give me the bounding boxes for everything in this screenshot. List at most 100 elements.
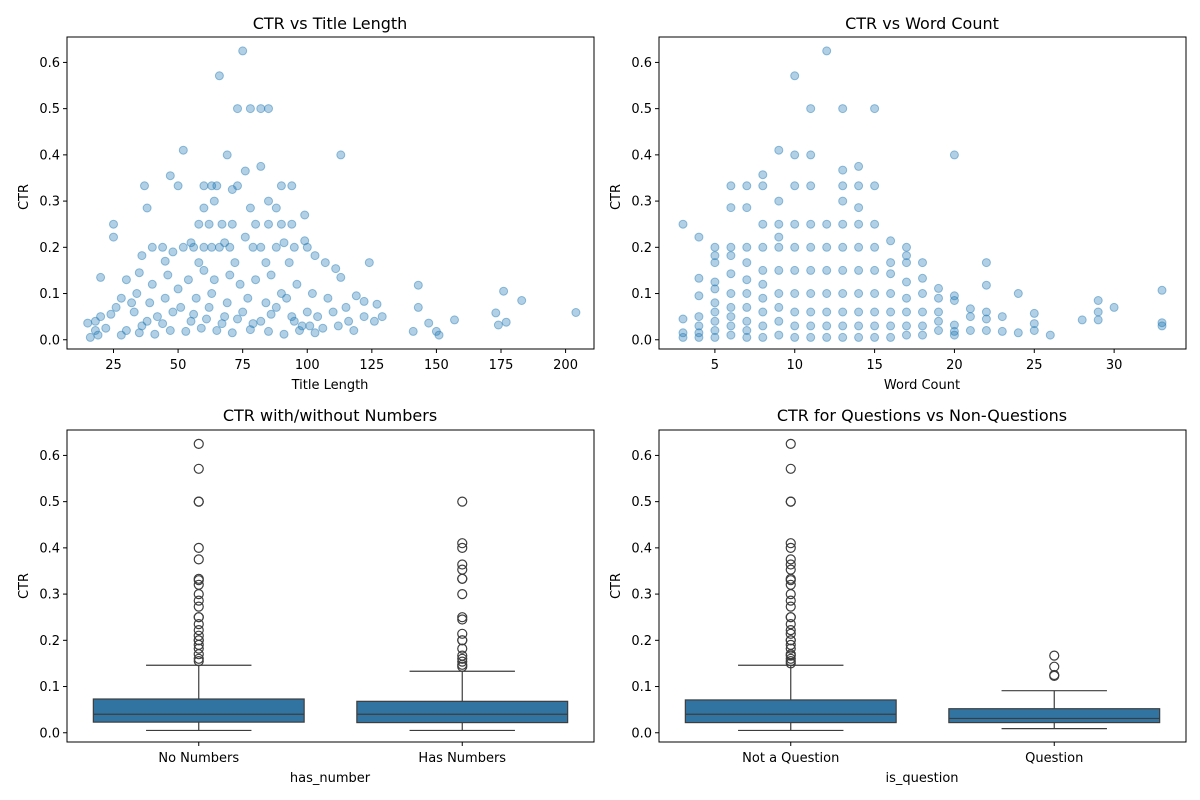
data-point [501,317,511,327]
box-1 [948,650,1161,730]
data-point [1109,302,1119,312]
chart-title: CTR for Questions vs Non-Questions [777,406,1067,425]
data-point [870,104,880,114]
x-tick-label: Has Numbers [418,751,506,766]
data-point [1157,318,1167,328]
data-point [886,321,896,331]
data-point [199,203,209,213]
subplot-is-question: CTR for Questions vs Non-Questions is_qu… [609,406,1187,786]
data-point [359,296,369,306]
data-point [965,304,975,314]
data-point [256,316,266,326]
y-tick-label: 0.3 [631,588,652,603]
data-point [790,332,800,342]
data-point [225,242,235,252]
data-point [710,316,720,326]
data-point [183,275,193,285]
chart-title: CTR vs Word Count [845,14,999,33]
x-tick-label: 150 [424,358,449,373]
data-point [742,181,752,191]
data-point [165,326,175,335]
data-point [790,289,800,298]
data-point [212,181,222,191]
data-point [726,321,736,331]
data-point [196,323,206,333]
data-point [822,332,832,342]
data-point [886,236,896,246]
data-point [140,181,149,191]
data-point [238,307,248,317]
data-point [279,238,289,248]
data-point [758,219,768,229]
data-point [726,312,736,322]
x-tick-label: 5 [711,358,719,373]
x-tick-label: 50 [170,358,187,373]
data-point [742,203,752,213]
data-point [918,289,927,298]
data-point [726,289,736,298]
data-point [176,302,186,312]
data-point [173,181,183,191]
data-point [742,289,752,298]
data-point [271,302,281,312]
data-point [202,314,211,324]
data-point [189,309,199,319]
data-point [997,312,1007,322]
data-point [981,326,991,335]
data-point [822,321,832,331]
data-point [264,104,273,114]
data-point [137,321,147,331]
data-point [710,242,720,252]
outlier-point [193,612,204,623]
x-tick-label: 175 [489,358,514,373]
y-tick-label: 0.2 [631,241,652,256]
data-point [256,242,266,252]
x-tick-label: 100 [295,358,320,373]
data-point [726,181,736,191]
data-point [181,326,191,336]
data-point [300,210,310,220]
data-point [276,219,286,229]
data-point [261,298,271,308]
data-point [694,273,704,283]
data-point [838,219,848,229]
data-point [949,291,959,301]
data-point [742,316,752,326]
data-point [109,232,118,242]
data-point [264,196,273,206]
data-point [116,330,126,340]
data-point [870,265,880,275]
data-point [233,104,242,114]
outlier-point [193,438,204,449]
y-tick-label: 0.0 [39,333,60,348]
data-point [854,161,864,171]
outlier-point [785,588,796,600]
data-point [774,232,784,242]
data-point [134,268,144,278]
data-point [870,289,880,298]
data-point [217,219,227,229]
data-point [838,242,848,252]
data-point [774,196,784,206]
outlier-point [193,643,204,654]
data-point [101,323,111,333]
outlier-point [785,538,796,549]
data-point [902,251,911,261]
y-tick-label: 0.4 [39,541,60,556]
data-point [240,166,250,176]
data-point [331,264,341,274]
data-point [207,289,217,298]
y-tick-label: 0.1 [631,680,652,695]
data-point [220,312,230,322]
data-point [1029,319,1039,329]
data-point [413,302,423,312]
data-point [965,326,975,335]
data-point [886,307,896,317]
data-point [147,242,157,252]
x-axis-title: Title Length [291,378,369,393]
data-point [168,247,178,257]
data-point [173,284,183,294]
data-point [838,196,848,206]
data-point [217,319,227,329]
